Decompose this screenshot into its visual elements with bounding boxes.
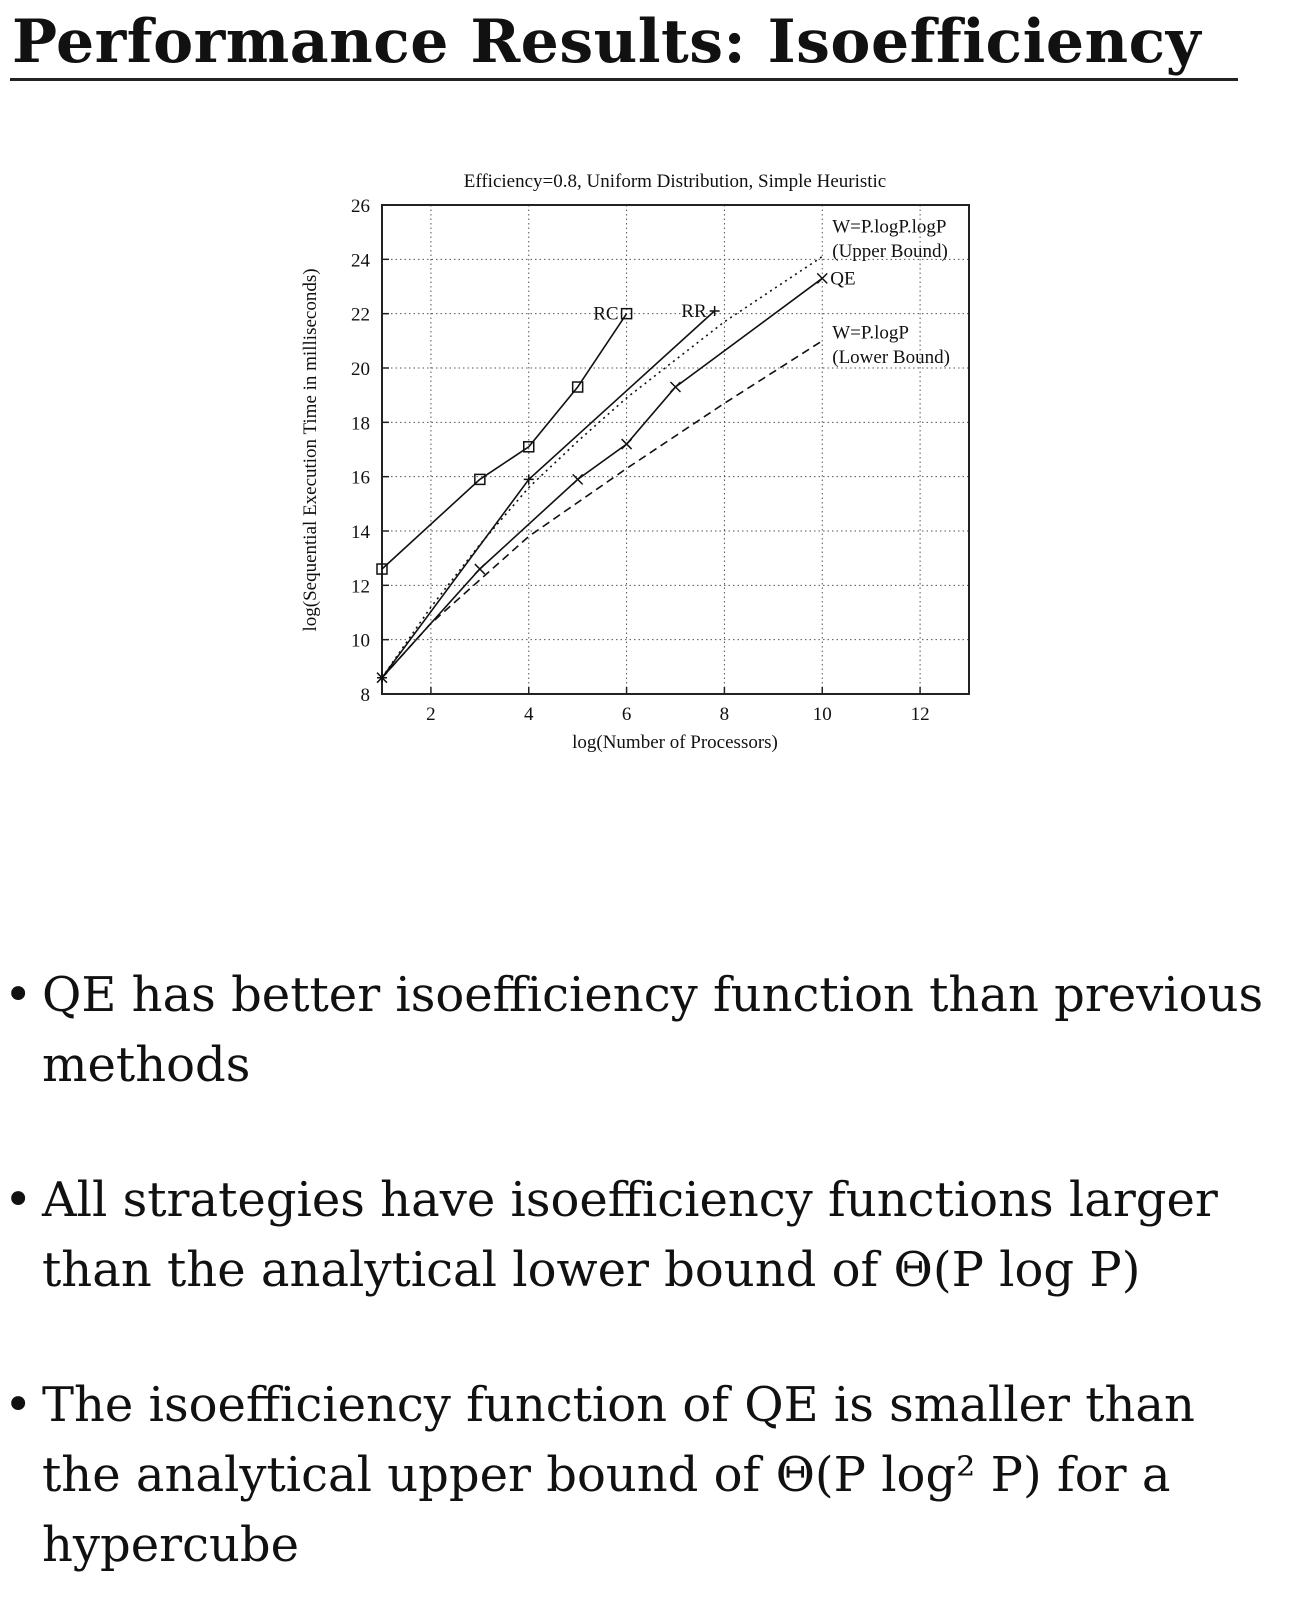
annotation-label: RC	[593, 304, 618, 325]
slide-title: Performance Results: Isoefficiency	[12, 7, 1202, 77]
bullet-line: QE has better isoefficiency function tha…	[42, 967, 1264, 1023]
y-tick-label: 12	[351, 576, 370, 597]
x-tick-label: 4	[524, 704, 534, 725]
series-markers	[376, 272, 828, 684]
y-tick-label: 26	[351, 196, 370, 217]
y-tick-label: 22	[351, 305, 370, 326]
y-tick-label: 20	[351, 359, 370, 380]
bullet-dot-icon: •	[4, 1172, 33, 1228]
bullet-line: hypercube	[42, 1517, 300, 1573]
title-underline	[10, 78, 1238, 81]
plus-marker	[523, 474, 534, 485]
y-tick-label: 18	[351, 413, 370, 434]
square-marker	[523, 441, 535, 453]
x-marker	[816, 272, 828, 284]
x-tick-label: 12	[911, 704, 930, 725]
annotation-label: (Upper Bound)	[832, 241, 948, 262]
annotation-label: (Lower Bound)	[832, 347, 950, 368]
bullet-dot-icon: •	[4, 1377, 33, 1433]
x-axis-label: log(Number of Processors)	[572, 732, 778, 753]
annotation-label: W=P.logP.logP	[832, 217, 946, 238]
bullet-line: the analytical upper bound of Θ(P log² P…	[42, 1447, 1171, 1503]
square-marker	[474, 473, 486, 486]
series-line-w-p-logp	[381, 340, 823, 679]
chart-grid	[382, 204, 969, 695]
annotation-label: W=P.logP	[832, 323, 909, 344]
square-marker	[620, 307, 633, 320]
series-line-rc	[381, 313, 628, 570]
y-tick-label: 14	[351, 522, 371, 543]
y-tick-label: 24	[351, 250, 371, 271]
annotations: RC RR QE W=P.logP.logP (Upper Bound) W=P.logP…	[593, 217, 950, 368]
x-marker	[572, 473, 584, 485]
x-marker	[621, 438, 633, 450]
bullet-dot-icon: •	[4, 967, 33, 1023]
bullet-line: All strategies have isoefficiency functi…	[42, 1172, 1218, 1228]
y-ticks: 8 10 12 14 16 18 20 22 24 26	[351, 196, 389, 706]
x-tick-label: 6	[622, 704, 632, 725]
plot-frame	[381, 204, 970, 695]
bullet-line: methods	[42, 1037, 251, 1093]
plus-marker	[709, 305, 720, 316]
annotation-label: RR	[681, 301, 707, 322]
y-tick-label: 16	[351, 468, 370, 489]
x-marker	[474, 563, 486, 575]
x-marker	[376, 672, 388, 684]
series-line-qe	[381, 277, 823, 679]
square-marker	[376, 563, 388, 575]
y-axis-label: log(Sequential Execution Time in millise…	[300, 268, 321, 631]
x-tick-label: 2	[426, 704, 436, 725]
y-tick-label: 10	[351, 631, 370, 652]
chart-title: Efficiency=0.8, Uniform Distribution, Si…	[464, 171, 887, 192]
x-tick-label: 8	[720, 704, 730, 725]
x-tick-label: 10	[813, 704, 832, 725]
x-ticks: 2 4 6 8 10 12	[426, 687, 930, 725]
x-marker	[669, 381, 682, 393]
square-marker	[571, 381, 584, 393]
annotation-label: QE	[830, 268, 855, 289]
y-tick-label: 8	[361, 685, 371, 706]
bullet-line: than the analytical lower bound of Θ(P l…	[42, 1242, 1141, 1298]
bullet-line: The isoefficiency function of QE is smal…	[42, 1377, 1195, 1433]
